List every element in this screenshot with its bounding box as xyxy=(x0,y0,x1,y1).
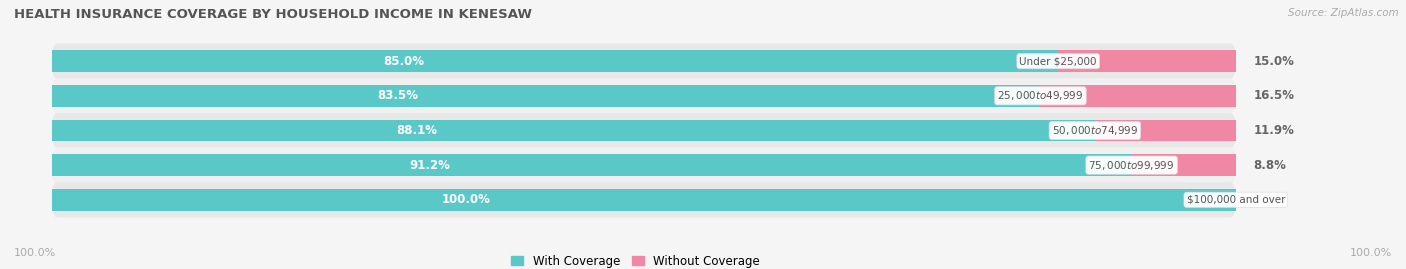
FancyBboxPatch shape xyxy=(52,44,1236,79)
Text: 100.0%: 100.0% xyxy=(441,193,491,206)
Text: 0.0%: 0.0% xyxy=(1254,193,1286,206)
Text: 88.1%: 88.1% xyxy=(396,124,437,137)
Text: HEALTH INSURANCE COVERAGE BY HOUSEHOLD INCOME IN KENESAW: HEALTH INSURANCE COVERAGE BY HOUSEHOLD I… xyxy=(14,8,531,21)
Text: $50,000 to $74,999: $50,000 to $74,999 xyxy=(1052,124,1137,137)
Text: $75,000 to $99,999: $75,000 to $99,999 xyxy=(1088,159,1175,172)
Bar xyxy=(52,85,1040,107)
Legend: With Coverage, Without Coverage: With Coverage, Without Coverage xyxy=(506,250,765,269)
Text: 16.5%: 16.5% xyxy=(1254,89,1295,102)
Bar xyxy=(1132,154,1236,176)
FancyBboxPatch shape xyxy=(52,113,1236,148)
Text: 11.9%: 11.9% xyxy=(1254,124,1295,137)
Text: 100.0%: 100.0% xyxy=(14,248,56,258)
Bar xyxy=(1095,120,1236,141)
Text: $100,000 and over: $100,000 and over xyxy=(1187,195,1285,205)
Bar xyxy=(52,189,1236,211)
Text: 85.0%: 85.0% xyxy=(384,55,425,68)
Bar xyxy=(1059,50,1236,72)
Text: Under $25,000: Under $25,000 xyxy=(1019,56,1097,66)
Text: 8.8%: 8.8% xyxy=(1254,159,1286,172)
Text: 91.2%: 91.2% xyxy=(409,159,450,172)
Text: Source: ZipAtlas.com: Source: ZipAtlas.com xyxy=(1288,8,1399,18)
Bar xyxy=(52,154,1132,176)
Bar xyxy=(1040,85,1236,107)
Bar xyxy=(52,50,1059,72)
Text: 83.5%: 83.5% xyxy=(377,89,419,102)
Text: 100.0%: 100.0% xyxy=(1350,248,1392,258)
Text: 15.0%: 15.0% xyxy=(1254,55,1295,68)
FancyBboxPatch shape xyxy=(52,147,1236,183)
Text: $25,000 to $49,999: $25,000 to $49,999 xyxy=(997,89,1084,102)
FancyBboxPatch shape xyxy=(52,182,1236,217)
FancyBboxPatch shape xyxy=(52,78,1236,114)
Bar xyxy=(52,120,1095,141)
